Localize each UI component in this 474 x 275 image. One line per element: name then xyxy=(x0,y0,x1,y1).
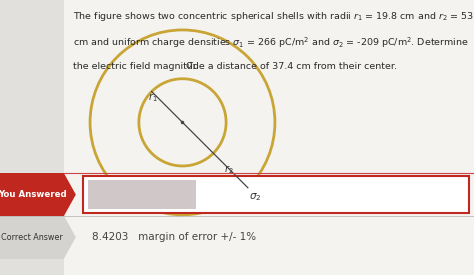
Text: You Answered: You Answered xyxy=(0,190,66,199)
Text: $r_1$: $r_1$ xyxy=(148,91,157,104)
Bar xyxy=(0,216,64,258)
Text: 8.4203   margin of error +/- 1%: 8.4203 margin of error +/- 1% xyxy=(92,232,256,242)
Polygon shape xyxy=(64,216,76,258)
FancyBboxPatch shape xyxy=(0,173,64,216)
Bar xyxy=(88,180,196,209)
Text: $\sigma_2$: $\sigma_2$ xyxy=(249,192,262,204)
Text: cm and uniform charge densities $\sigma_1$ = 266 pC/m$^2$ and $\sigma_2$ = -209 : cm and uniform charge densities $\sigma_… xyxy=(73,36,469,50)
Text: $r_2$: $r_2$ xyxy=(224,163,234,176)
Text: The figure shows two concentric spherical shells with radii $r_1$ = 19.8 cm and : The figure shows two concentric spherica… xyxy=(73,10,474,23)
Text: Correct Answer: Correct Answer xyxy=(1,233,63,242)
Bar xyxy=(0,0,64,275)
Bar xyxy=(83,176,469,213)
Polygon shape xyxy=(64,173,76,216)
Text: the electric field magnitude a distance of 37.4 cm from their center.: the electric field magnitude a distance … xyxy=(73,62,398,71)
Text: $\sigma_1$: $\sigma_1$ xyxy=(185,60,197,72)
Bar xyxy=(64,0,474,275)
